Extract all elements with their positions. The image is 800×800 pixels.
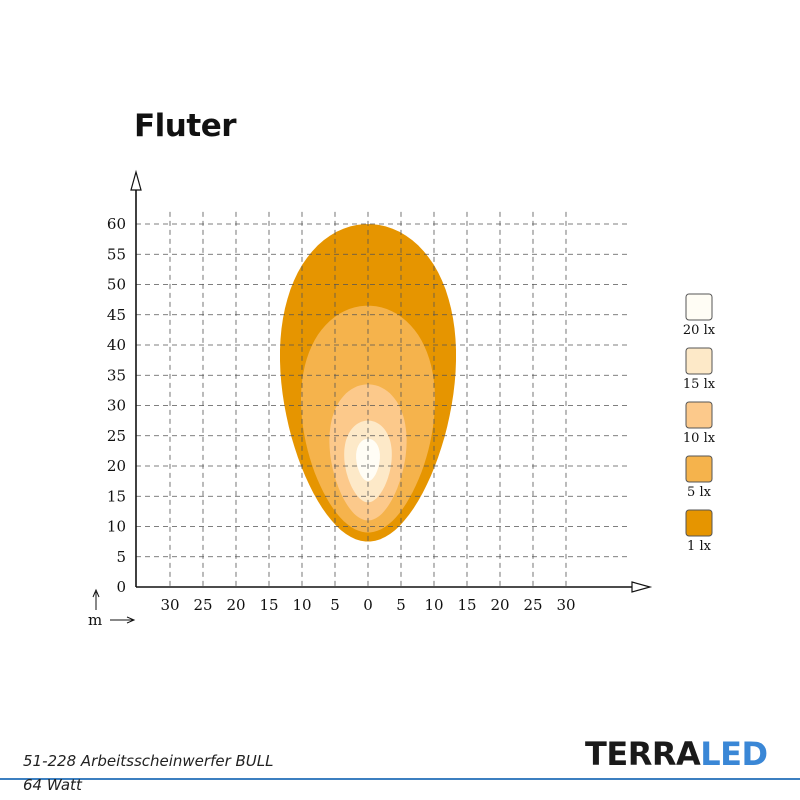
legend-swatch-1lx <box>685 509 713 537</box>
x-tick-label: 30 <box>160 596 179 614</box>
x-tick-label: 15 <box>259 596 278 614</box>
footer-divider <box>0 778 800 780</box>
brand-logo-part2: LED <box>700 735 768 773</box>
x-tick-label: 0 <box>363 596 373 614</box>
brand-logo-part1: TERRA <box>585 735 701 773</box>
y-tick-label: 20 <box>107 457 126 475</box>
brand-logo: TERRALED <box>585 735 768 773</box>
y-tick-label: 25 <box>107 427 126 445</box>
y-tick-label: 55 <box>107 245 126 263</box>
y-tick-label: 10 <box>107 518 126 536</box>
y-tick-label: 35 <box>107 366 126 384</box>
x-tick-label: 10 <box>292 596 311 614</box>
legend: 20 lx 15 lx 10 lx 5 lx 1 lx <box>683 293 716 554</box>
legend-swatch-10lx <box>685 401 713 429</box>
y-tick-label: 5 <box>116 548 126 566</box>
legend-label-5lx: 5 lx <box>687 485 712 500</box>
x-tick-label: 5 <box>330 596 340 614</box>
x-tick-label: 15 <box>457 596 476 614</box>
legend-label-1lx: 1 lx <box>687 539 712 554</box>
y-axis-arrow <box>130 169 142 191</box>
axes-layer <box>92 169 653 624</box>
x-axis-arrow <box>631 581 653 593</box>
ticks-layer: 30 25 20 15 10 5 0 5 10 15 20 25 3005101520253035404… <box>107 215 576 614</box>
grid-layer <box>136 211 630 587</box>
legend-label-10lx: 10 lx <box>683 431 716 446</box>
legend-label-15lx: 15 lx <box>683 377 716 392</box>
unit-arrow-right-head <box>126 616 136 624</box>
product-wattage: 64 Watt <box>23 776 82 794</box>
x-tick-label: 20 <box>226 596 245 614</box>
y-tick-label: 0 <box>116 578 126 596</box>
x-tick-label: 10 <box>424 596 443 614</box>
x-tick-label: 20 <box>490 596 509 614</box>
legend-label-20lx: 20 lx <box>683 323 716 338</box>
y-tick-label: 30 <box>107 397 126 415</box>
unit-arrow-up-head <box>92 588 100 598</box>
x-tick-label: 5 <box>396 596 406 614</box>
y-tick-label: 60 <box>107 215 126 233</box>
x-tick-label: 25 <box>523 596 542 614</box>
legend-swatch-5lx <box>685 455 713 483</box>
legend-swatch-20lx <box>685 293 713 321</box>
x-tick-label: 25 <box>193 596 212 614</box>
y-tick-label: 45 <box>107 306 126 324</box>
y-tick-label: 50 <box>107 276 126 294</box>
zones-layer <box>280 224 456 542</box>
x-unit-label: m <box>88 611 102 629</box>
x-tick-label: 30 <box>556 596 575 614</box>
chart-title: Fluter <box>134 108 237 144</box>
product-name: 51-228 Arbeitsscheinwerfer BULL <box>23 752 274 770</box>
y-tick-label: 15 <box>107 487 126 505</box>
legend-swatch-15lx <box>685 347 713 375</box>
y-tick-label: 40 <box>107 336 126 354</box>
isolux-zone-20lx <box>356 438 380 482</box>
